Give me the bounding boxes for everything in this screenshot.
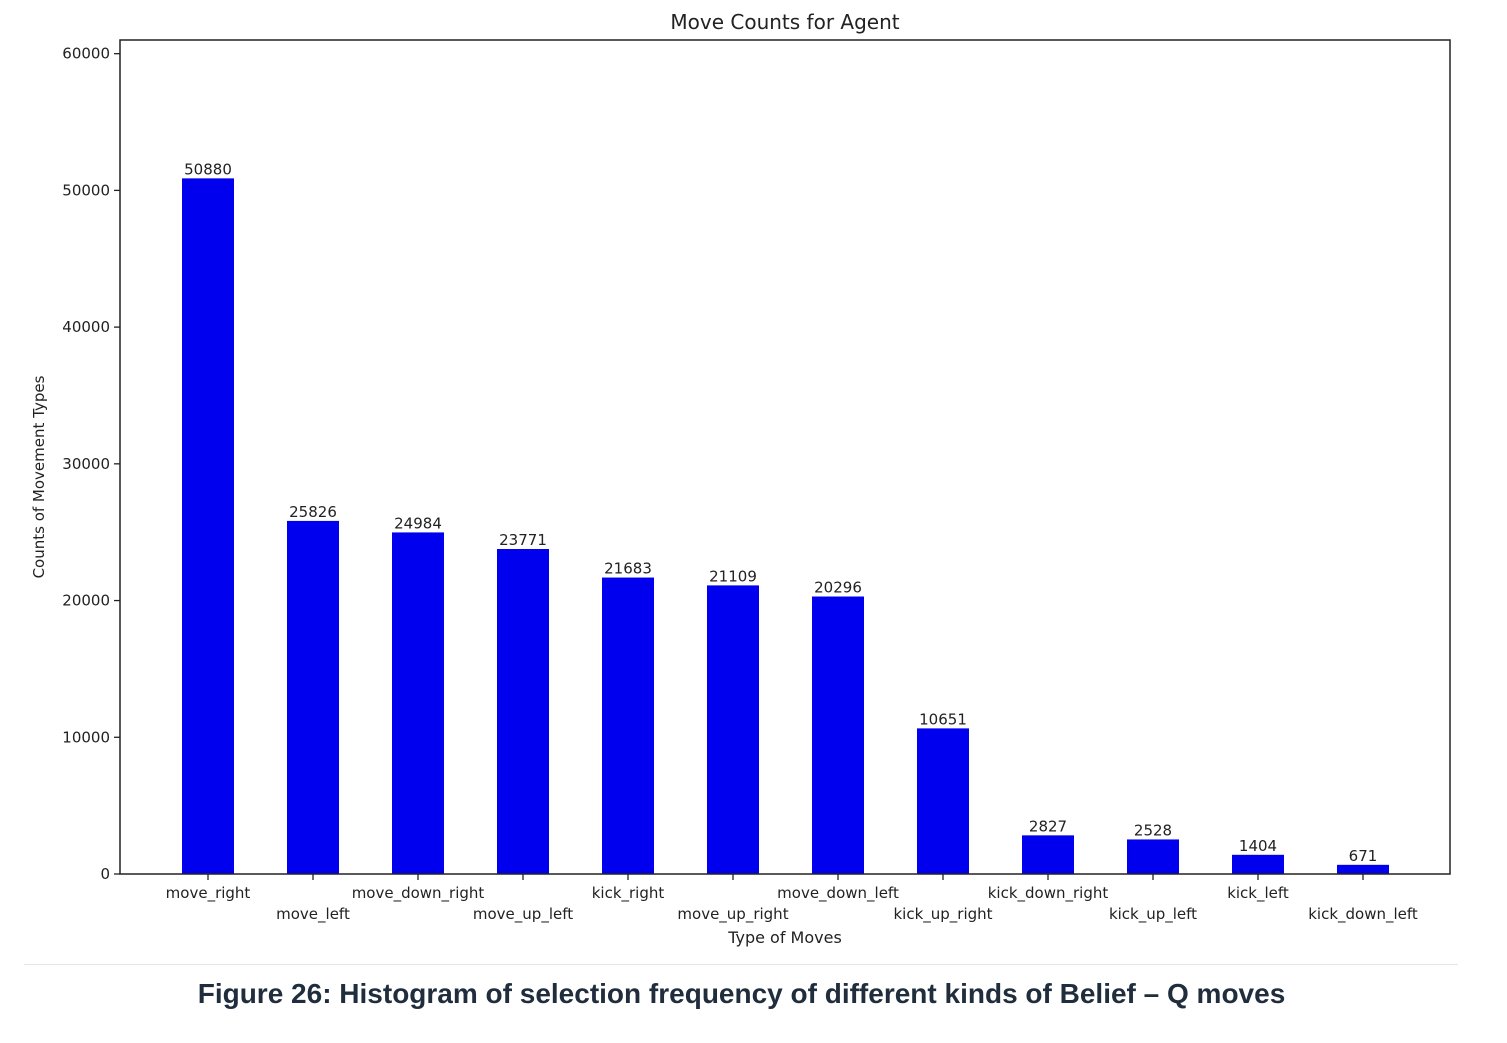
y-tick-label: 0 xyxy=(100,865,110,883)
y-tick-label: 10000 xyxy=(62,728,110,746)
bar xyxy=(1127,839,1179,874)
y-tick-label: 40000 xyxy=(62,318,110,336)
bar-value-label: 10651 xyxy=(919,710,967,728)
bar-value-label: 21683 xyxy=(604,560,652,578)
bar xyxy=(1022,835,1074,874)
figure-caption: Figure 26: Histogram of selection freque… xyxy=(197,978,1286,1009)
bar-value-label: 24984 xyxy=(394,514,442,532)
bar-value-label: 1404 xyxy=(1239,837,1277,855)
bar-value-label: 20296 xyxy=(814,579,862,597)
bar xyxy=(287,520,339,874)
y-tick-label: 30000 xyxy=(62,455,110,473)
bar xyxy=(917,728,969,874)
y-tick-label: 50000 xyxy=(62,181,110,199)
chart-title: Move Counts for Agent xyxy=(670,10,899,34)
bar-value-label: 50880 xyxy=(184,160,232,178)
bar-value-label: 671 xyxy=(1349,847,1378,865)
caption-divider xyxy=(24,964,1458,965)
bars: 50880 25826 24984 23771 21683 21109 20296 10651… xyxy=(182,160,1389,875)
bar-chart: Move Counts for Agent 0 10000 20000 30000 40… xyxy=(30,10,1451,947)
bar xyxy=(707,585,759,874)
bar xyxy=(1337,864,1389,874)
y-axis: 0 10000 20000 30000 40000 50000 60000 xyxy=(62,45,120,883)
x-axis-label: Type of Moves xyxy=(727,928,842,947)
x-tick-label: kick_left xyxy=(1227,884,1289,903)
x-tick-label: move_up_right xyxy=(677,905,788,924)
x-tick-label: kick_right xyxy=(592,884,665,903)
y-axis-label: Counts of Movement Types xyxy=(30,375,48,578)
bar-value-label: 2528 xyxy=(1134,821,1172,839)
bar-value-label: 21109 xyxy=(709,567,757,585)
x-tick-label: move_left xyxy=(276,905,350,924)
bar-value-label: 23771 xyxy=(499,531,547,549)
bar xyxy=(392,532,444,874)
x-tick-label: move_up_left xyxy=(473,905,573,924)
x-tick-label: move_down_right xyxy=(352,884,485,903)
bar xyxy=(812,596,864,874)
x-tick-label: kick_down_right xyxy=(988,884,1109,903)
bar xyxy=(182,178,234,875)
bar xyxy=(602,577,654,874)
y-tick-label: 60000 xyxy=(62,45,110,63)
x-tick-label: kick_down_left xyxy=(1308,905,1418,924)
x-tick-label: move_down_left xyxy=(777,884,899,903)
bar xyxy=(497,548,549,874)
bar-value-label: 25826 xyxy=(289,503,337,521)
x-tick-label: kick_up_left xyxy=(1109,905,1197,924)
x-tick-label: kick_up_right xyxy=(893,905,992,924)
x-tick-label: move_right xyxy=(166,884,251,903)
bar xyxy=(1232,854,1284,874)
plot-frame xyxy=(119,39,1451,875)
y-tick-label: 20000 xyxy=(62,592,110,610)
bar-value-label: 2827 xyxy=(1029,817,1067,835)
